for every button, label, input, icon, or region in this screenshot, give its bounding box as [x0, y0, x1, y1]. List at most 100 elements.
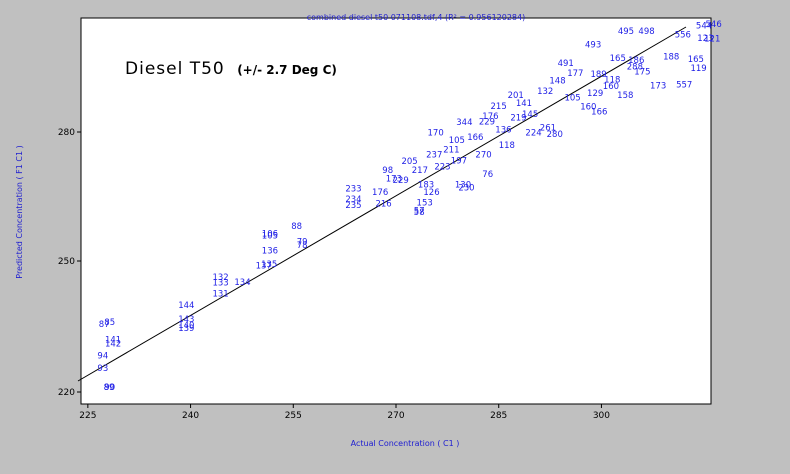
data-point-label: 229 [393, 176, 409, 186]
data-point-label: 132 [537, 87, 553, 97]
data-point-label: 136 [495, 125, 511, 135]
data-point-label: 58 [414, 208, 425, 218]
x-tick-label: 270 [387, 411, 404, 421]
data-point-label: 141 [516, 99, 532, 109]
data-point-label: 546 [706, 20, 722, 30]
data-point-label: 280 [547, 130, 563, 140]
data-point-label: 142 [105, 339, 121, 349]
data-point-label: 105 [262, 231, 278, 241]
data-point-label: 85 [104, 318, 115, 328]
data-point-label: 261 [540, 123, 556, 133]
plot-area [80, 17, 712, 405]
data-point-label: 137 [256, 262, 272, 272]
data-point-label: 491 [558, 59, 574, 69]
data-point-label: 165 [610, 54, 626, 64]
data-point-label: 234 [345, 195, 361, 205]
data-point-label: 495 [618, 27, 634, 37]
data-point-label: 140 [178, 321, 194, 331]
data-point-label: 498 [638, 27, 654, 37]
data-point-label: 160 [603, 82, 619, 92]
data-point-label: 230 [458, 183, 474, 193]
data-point-label: 105 [564, 94, 580, 104]
data-point-label: 170 [428, 128, 444, 138]
data-point-label: 118 [499, 141, 515, 151]
data-point-label: 493 [585, 40, 601, 50]
data-point-label: 153 [417, 199, 433, 209]
data-point-label: 121 [704, 34, 720, 44]
data-point-label: 166 [591, 107, 607, 117]
data-point-label: 139 [178, 324, 194, 334]
data-point-label: 557 [676, 80, 692, 90]
data-point-label: 173 [650, 81, 666, 91]
data-point-label: 183 [418, 181, 434, 191]
data-point-label: 217 [412, 166, 428, 176]
data-point-label: 211 [443, 145, 459, 155]
data-point-label: 145 [522, 110, 538, 120]
data-point-label: 224 [525, 128, 541, 138]
x-axis-title: Actual Concentration ( C1 ) [351, 439, 460, 448]
annotation-main: Diesel T50 [125, 59, 225, 79]
data-point-label: 166 [467, 133, 483, 143]
data-point-label: 165 [688, 55, 704, 65]
chart-title: combined diesel t50 071108.tdf,4 (R² = 0… [307, 13, 525, 22]
data-point-label: 216 [375, 200, 391, 210]
data-point-label: 233 [345, 184, 361, 194]
data-point-label: 160 [580, 102, 596, 112]
data-point-label: 133 [212, 278, 228, 288]
data-point-label: 126 [423, 188, 439, 198]
x-tick-label: 255 [285, 411, 302, 421]
data-point-label: 93 [97, 364, 108, 374]
data-point-label: 129 [587, 89, 603, 99]
y-tick-label: 220 [58, 388, 75, 398]
data-point-label: 219 [510, 114, 526, 124]
data-point-label: 141 [105, 335, 121, 345]
x-tick-label: 240 [182, 411, 199, 421]
data-point-label: 131 [212, 290, 228, 300]
data-point-label: 215 [491, 102, 507, 112]
data-point-label: 556 [675, 31, 691, 41]
x-tick-label: 225 [79, 411, 96, 421]
data-point-label: 132 [212, 273, 228, 283]
data-point-label: 344 [456, 118, 472, 128]
data-point-label: 205 [401, 157, 417, 167]
x-tick-label: 300 [593, 411, 610, 421]
data-point-label: 270 [475, 150, 491, 160]
y-tick-label: 250 [58, 257, 75, 267]
data-point-label: 544 [696, 22, 712, 32]
data-point-label: 188 [663, 53, 679, 63]
data-point-label: 134 [234, 278, 250, 288]
data-point-label: 123 [697, 34, 713, 44]
data-point-label: 89 [104, 383, 115, 393]
data-point-label: 186 [628, 56, 644, 66]
data-point-label: 118 [604, 75, 620, 85]
data-point-label: 79 [297, 238, 308, 248]
data-point-label: 158 [617, 91, 633, 101]
data-point-label: 143 [178, 315, 194, 325]
annotation-sub: (+/- 2.7 Deg C) [237, 63, 337, 77]
chart-annotation: Diesel T50 (+/- 2.7 Deg C) [125, 59, 337, 79]
data-point-label: 201 [508, 91, 524, 101]
data-point-label: 176 [372, 188, 388, 198]
data-point-label: 144 [178, 301, 194, 311]
data-point-label: 148 [549, 76, 565, 86]
x-tick-label: 285 [490, 411, 507, 421]
data-point-label: 106 [262, 229, 278, 239]
data-point-label: 94 [97, 352, 108, 362]
data-point-label: 229 [479, 118, 495, 128]
data-point-label: 88 [291, 222, 302, 232]
data-point-label: 189 [590, 70, 606, 80]
data-point-label: 76 [482, 170, 493, 180]
data-point-label: 57 [414, 206, 425, 216]
data-point-label: 173 [386, 175, 402, 185]
data-point-label: 237 [426, 151, 442, 161]
data-point-label: 90 [104, 383, 115, 393]
data-point-label: 223 [434, 162, 450, 172]
y-tick-label: 280 [58, 128, 75, 138]
data-point-label: 130 [455, 181, 471, 191]
data-point-label: 105 [449, 136, 465, 146]
data-point-label: 176 [482, 112, 498, 122]
data-point-label: 235 [345, 201, 361, 211]
data-point-label: 135 [261, 260, 277, 270]
